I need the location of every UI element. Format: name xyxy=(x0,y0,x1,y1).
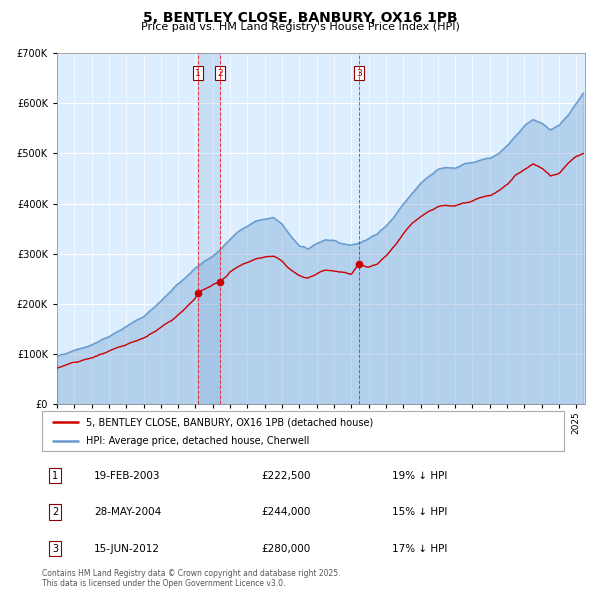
Text: 2: 2 xyxy=(217,68,223,78)
Bar xyxy=(198,53,220,404)
Text: 3: 3 xyxy=(356,68,362,78)
Text: £244,000: £244,000 xyxy=(261,507,311,517)
Text: 2: 2 xyxy=(52,507,58,517)
Text: 15-JUN-2012: 15-JUN-2012 xyxy=(94,544,160,553)
Text: 5, BENTLEY CLOSE, BANBURY, OX16 1PB: 5, BENTLEY CLOSE, BANBURY, OX16 1PB xyxy=(143,11,457,25)
Text: 5, BENTLEY CLOSE, BANBURY, OX16 1PB (detached house): 5, BENTLEY CLOSE, BANBURY, OX16 1PB (det… xyxy=(86,418,374,428)
Text: 3: 3 xyxy=(52,544,58,553)
Text: £280,000: £280,000 xyxy=(261,544,310,553)
Text: Price paid vs. HM Land Registry's House Price Index (HPI): Price paid vs. HM Land Registry's House … xyxy=(140,22,460,32)
Text: £222,500: £222,500 xyxy=(261,471,311,480)
Text: 19-FEB-2003: 19-FEB-2003 xyxy=(94,471,161,480)
Text: Contains HM Land Registry data © Crown copyright and database right 2025.
This d: Contains HM Land Registry data © Crown c… xyxy=(42,569,341,588)
Text: 1: 1 xyxy=(195,68,200,78)
Text: 19% ↓ HPI: 19% ↓ HPI xyxy=(392,471,447,480)
FancyBboxPatch shape xyxy=(42,411,564,451)
Text: 15% ↓ HPI: 15% ↓ HPI xyxy=(392,507,447,517)
Text: HPI: Average price, detached house, Cherwell: HPI: Average price, detached house, Cher… xyxy=(86,437,310,446)
Text: 17% ↓ HPI: 17% ↓ HPI xyxy=(392,544,447,553)
Text: 28-MAY-2004: 28-MAY-2004 xyxy=(94,507,161,517)
Text: 1: 1 xyxy=(52,471,58,480)
